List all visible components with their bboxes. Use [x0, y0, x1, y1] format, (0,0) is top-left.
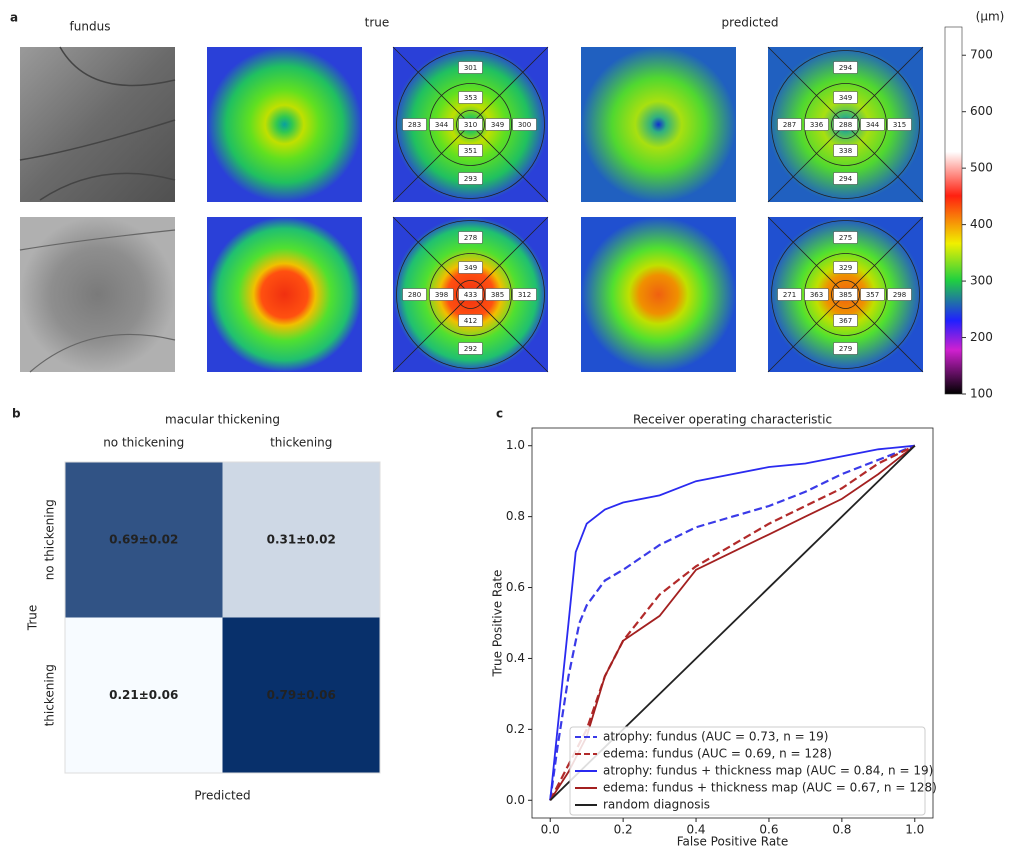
sector-value: 310 [464, 121, 477, 129]
sector-value: 280 [408, 291, 421, 299]
column-label: no thickening [103, 436, 184, 450]
thickness-map [207, 217, 362, 372]
sector-value: 363 [810, 291, 823, 299]
column-title: true [365, 16, 390, 30]
row-label: no thickening [43, 499, 57, 580]
sector-value: 312 [518, 291, 531, 299]
sector-value: 385 [491, 291, 504, 299]
sector-value: 283 [408, 121, 421, 129]
legend-label: edema: fundus (AUC = 0.69, n = 128) [603, 747, 832, 761]
sector-value: 433 [464, 291, 477, 299]
sector-value: 329 [839, 264, 852, 272]
y-tick-label: 0.2 [506, 722, 525, 736]
sector-value: 294 [839, 64, 853, 72]
fundus-image [20, 47, 175, 202]
x-tick-label: 0.4 [686, 823, 705, 837]
sector-value: 315 [893, 121, 906, 129]
panel-label: a [10, 11, 18, 25]
row-label: thickening [43, 664, 57, 726]
y-tick-label: 1.0 [506, 438, 525, 452]
sector-value: 385 [839, 291, 852, 299]
legend-label: atrophy: fundus (AUC = 0.73, n = 19) [603, 730, 828, 744]
legend-label: edema: fundus + thickness map (AUC = 0.6… [603, 781, 937, 795]
sector-value: 298 [893, 291, 906, 299]
x-tick-label: 0.8 [832, 823, 851, 837]
colorbar-tick-label: 200 [970, 330, 993, 344]
x-axis-label: False Positive Rate [677, 835, 789, 849]
sector-value: 278 [464, 234, 477, 242]
y-tick-label: 0.0 [506, 793, 525, 807]
sector-value: 338 [839, 147, 852, 155]
figure: a fundus true predicted 301 353 283 344 310 349 30… [0, 0, 1018, 849]
sector-value: 398 [435, 291, 448, 299]
sector-value: 275 [839, 234, 852, 242]
colorbar-tick-label: 100 [970, 387, 993, 401]
x-tick-label: 1.0 [905, 823, 924, 837]
panel-label: c [496, 407, 503, 421]
sector-value: 349 [464, 264, 477, 272]
sector-value: 357 [866, 291, 879, 299]
sector-value: 351 [464, 147, 477, 155]
thickness-map [581, 47, 736, 202]
sector-value: 301 [464, 64, 477, 72]
sector-value: 344 [435, 121, 449, 129]
column-title: predicted [722, 16, 779, 30]
thickness-map [207, 47, 362, 202]
colorbar-tick-label: 700 [970, 48, 993, 62]
colorbar-tick-label: 400 [970, 217, 993, 231]
y-tick-label: 0.6 [506, 580, 525, 594]
sector-value: 287 [783, 121, 796, 129]
x-tick-label: 0.6 [759, 823, 778, 837]
colorbar [945, 27, 962, 394]
y-tick-label: 0.8 [506, 509, 525, 523]
cell-label: 0.69±0.02 [109, 532, 178, 546]
column-title: fundus [70, 20, 111, 34]
sector-value: 292 [464, 345, 477, 353]
x-tick-label: 0.0 [541, 823, 560, 837]
sector-value: 288 [839, 121, 852, 129]
sector-value: 344 [866, 121, 880, 129]
sector-value: 349 [839, 94, 852, 102]
chart-title: macular thickening [165, 413, 280, 427]
sector-value: 412 [464, 317, 477, 325]
sector-value: 279 [839, 345, 852, 353]
cell-label: 0.79±0.06 [267, 688, 336, 702]
colorbar-unit: (μm) [976, 10, 1005, 24]
y-tick-label: 0.4 [506, 651, 525, 665]
colorbar-tick-label: 300 [970, 274, 993, 288]
legend-label: atrophy: fundus + thickness map (AUC = 0… [603, 764, 933, 778]
sector-value: 293 [464, 175, 477, 183]
legend-label: random diagnosis [603, 798, 710, 812]
sector-value: 336 [810, 121, 824, 129]
cell-label: 0.31±0.02 [267, 532, 336, 546]
sector-value: 353 [464, 94, 477, 102]
cell-label: 0.21±0.06 [109, 688, 178, 702]
x-axis-label: Predicted [194, 789, 250, 803]
y-axis-label: True Positive Rate [491, 570, 505, 678]
sector-value: 349 [491, 121, 504, 129]
sector-value: 367 [839, 317, 852, 325]
sector-value: 271 [783, 291, 796, 299]
sector-value: 300 [518, 121, 531, 129]
y-axis-label: True [26, 605, 40, 632]
panel-label: b [12, 407, 21, 421]
colorbar-tick-label: 500 [970, 161, 993, 175]
thickness-map [581, 217, 736, 372]
x-tick-label: 0.2 [614, 823, 633, 837]
colorbar-tick-label: 600 [970, 104, 993, 118]
fundus-image [20, 217, 175, 372]
chart-title: Receiver operating characteristic [633, 413, 832, 427]
column-label: thickening [270, 436, 332, 450]
sector-value: 294 [839, 175, 853, 183]
